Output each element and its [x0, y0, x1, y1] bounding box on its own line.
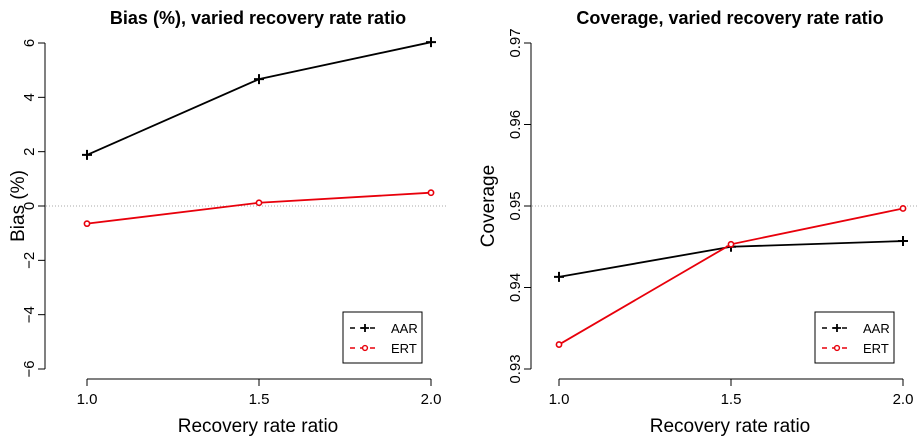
y-tick-label: −4	[21, 306, 38, 323]
x-tick-label: 1.0	[549, 391, 570, 408]
legend-marker	[833, 324, 841, 332]
x-axis-label: Recovery rate ratio	[650, 416, 811, 437]
legend-label: AAR	[391, 321, 418, 336]
legend-box	[814, 311, 895, 364]
legend-item: AAR	[822, 321, 890, 336]
x-tick-label: 1.0	[77, 391, 98, 408]
y-tick-label: 0.97	[507, 28, 524, 57]
legend: AAR ERT	[342, 311, 423, 364]
series-layer	[554, 205, 908, 348]
series-line	[86, 191, 432, 225]
y-tick-label: 0.96	[507, 110, 524, 139]
y-tick-label: 0	[21, 202, 38, 210]
data-point	[427, 189, 435, 197]
y-tick-label: −2	[21, 252, 38, 269]
data-point	[899, 205, 907, 212]
legend-box	[342, 311, 423, 364]
legend-marker	[361, 324, 369, 332]
x-tick-label: 1.5	[249, 391, 270, 408]
legend-marker	[361, 344, 369, 352]
chart-title: Bias (%), varied recovery rate ratio	[110, 8, 406, 28]
y-axis-label: Bias (%)	[8, 170, 29, 242]
axis-ticks: 0.97 0.96 0.95 0.94 0.93 1.0 1.5 2.0	[507, 28, 913, 408]
x-tick-label: 2.0	[421, 391, 442, 408]
y-axis-label: Coverage	[478, 165, 499, 247]
data-point	[898, 236, 908, 247]
y-tick-label: 0.94	[507, 273, 524, 302]
legend-label: ERT	[863, 341, 889, 356]
x-tick-label: 1.5	[721, 391, 742, 408]
y-tick-label: −6	[21, 360, 38, 377]
series-ert	[555, 205, 907, 348]
axis-ticks: 6 4 2 0 −2 −4 −6 1.0 1.5 2.0	[21, 39, 441, 408]
legend: AAR ERT	[814, 311, 895, 364]
x-tick-label: 2.0	[893, 391, 914, 408]
y-tick-label: 6	[21, 39, 38, 47]
y-tick-label: 0.93	[507, 354, 524, 383]
bias-chart-panel: Bias (%), varied recovery rate ratio 6 4 2…	[8, 8, 447, 437]
series-aar	[82, 37, 436, 160]
data-point	[255, 199, 263, 207]
legend-label: AAR	[863, 321, 890, 336]
data-point	[555, 341, 563, 348]
data-point	[83, 220, 91, 228]
x-axis-label: Recovery rate ratio	[178, 416, 339, 437]
legend-item: ERT	[822, 341, 889, 356]
y-tick-label: 0.95	[507, 191, 524, 220]
legend-item: ERT	[350, 341, 417, 356]
coverage-chart-panel: Coverage, varied recovery rate ratio 0.9…	[478, 8, 919, 437]
data-point	[426, 37, 436, 48]
legend-marker	[833, 344, 841, 352]
y-tick-label: 4	[21, 93, 38, 101]
chart-title: Coverage, varied recovery rate ratio	[576, 8, 883, 28]
data-point	[554, 271, 564, 282]
legend-item: AAR	[350, 321, 418, 336]
series-line	[86, 41, 432, 156]
y-tick-label: 2	[21, 147, 38, 155]
series-layer	[82, 37, 436, 228]
data-point	[82, 149, 92, 160]
data-point	[727, 240, 735, 248]
data-point	[254, 74, 264, 85]
series-ert	[83, 189, 435, 228]
legend-label: ERT	[391, 341, 417, 356]
